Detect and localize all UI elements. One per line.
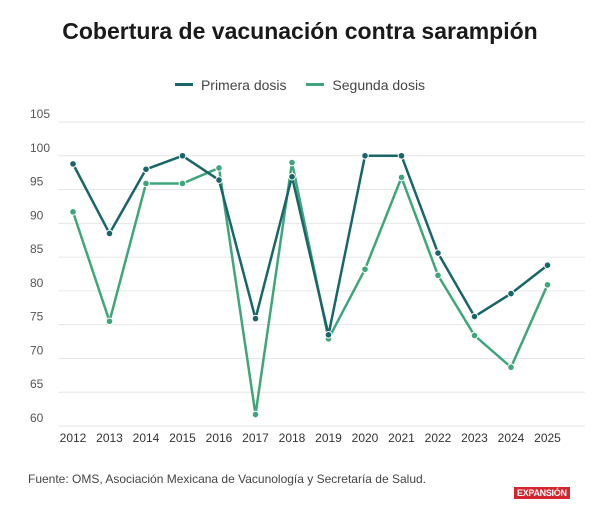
y-tick-label: 85 [30, 242, 44, 256]
x-tick-label: 2018 [279, 431, 306, 445]
data-point [178, 151, 187, 160]
data-point [251, 410, 260, 419]
legend-label: Primera dosis [200, 76, 287, 93]
x-tick-label: 2019 [315, 431, 342, 445]
chart-title: Cobertura de vacunación contra sarampión [62, 18, 538, 44]
x-tick-label: 2023 [461, 431, 488, 445]
data-point [288, 158, 296, 167]
data-point [470, 312, 479, 321]
legend-label: Segunda dosis [332, 76, 426, 93]
y-tick-label: 105 [30, 107, 50, 121]
data-point [397, 151, 406, 160]
data-point [215, 164, 223, 172]
y-tick-label: 75 [30, 310, 44, 324]
y-tick-label: 70 [30, 343, 44, 357]
data-point [105, 229, 114, 238]
data-point [142, 179, 150, 188]
x-tick-label: 2020 [352, 431, 379, 445]
data-point [361, 265, 369, 274]
x-tick-label: 2024 [498, 431, 525, 445]
data-point [543, 281, 552, 289]
legend-swatch [174, 83, 193, 86]
expansion-logo: EXPANSIÓN [514, 487, 570, 499]
legend-item-primera: Primera dosis [174, 76, 287, 93]
source-note: Fuente: OMS, Asociación Mexicana de Vacu… [28, 472, 427, 486]
data-point [507, 289, 515, 298]
line-chart: 60 65 70 75 80 85 90 95 100 105 2012 2013 2014 2015 20… [30, 107, 585, 445]
legend: Primera dosis Segunda dosis [0, 73, 600, 93]
data-point [178, 179, 187, 188]
y-tick-label: 95 [30, 175, 44, 189]
data-point [69, 160, 77, 168]
x-tick-label: 2012 [60, 431, 87, 445]
data-point [251, 314, 260, 323]
data-point [288, 172, 296, 181]
y-tick-label: 90 [30, 208, 44, 222]
data-point [470, 331, 479, 340]
x-tick-label: 2014 [133, 431, 160, 445]
data-point [434, 249, 442, 257]
data-point [105, 317, 114, 326]
data-point [543, 261, 552, 270]
data-point [324, 331, 333, 339]
legend-item-segunda: Segunda dosis [306, 77, 425, 93]
data-point [142, 165, 150, 174]
x-tick-label: 2025 [534, 431, 561, 445]
series-line [71, 154, 549, 337]
data-point [361, 151, 369, 160]
y-tick-label: 60 [30, 411, 44, 425]
data-point [215, 176, 223, 184]
data-point [434, 271, 442, 280]
y-tick-label: 100 [30, 141, 50, 155]
x-tick-label: 2021 [388, 431, 415, 445]
x-tick-label: 2013 [96, 431, 123, 445]
legend-swatch [306, 83, 325, 86]
x-tick-label: 2022 [425, 431, 452, 445]
x-tick-label: 2015 [169, 431, 196, 445]
data-point [397, 173, 406, 182]
x-tick-label: 2016 [206, 431, 233, 445]
y-tick-label: 80 [30, 276, 44, 290]
series-line [71, 161, 549, 416]
data-point [507, 363, 515, 372]
x-tick-label: 2017 [242, 431, 269, 445]
data-point [69, 208, 77, 216]
y-tick-label: 65 [30, 377, 44, 391]
